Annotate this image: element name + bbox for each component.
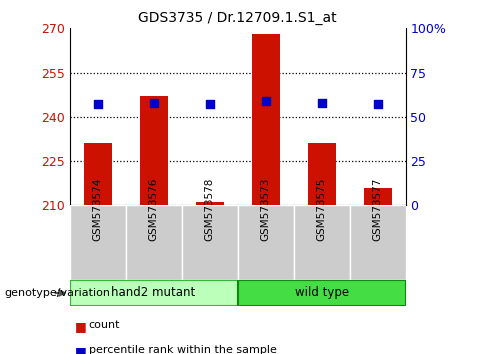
Text: GSM573575: GSM573575 [317,178,326,241]
Bar [70,280,238,306]
Bar [84,143,111,205]
Text: count: count [89,320,120,330]
Point [206,102,214,107]
Bar [238,280,406,306]
Text: ■: ■ [74,320,86,333]
Bar [70,205,126,280]
Point [94,102,101,107]
Bar [140,96,168,205]
Text: GSM573574: GSM573574 [93,178,103,241]
Text: ■: ■ [74,345,86,354]
Bar [349,205,406,280]
Bar [196,202,224,205]
Point [318,100,325,105]
Bar [294,205,349,280]
Text: genotype/variation: genotype/variation [5,288,111,298]
Bar [181,205,238,280]
Text: GSM573578: GSM573578 [204,178,215,241]
Bar [364,188,392,205]
Point [262,98,269,104]
Title: GDS3735 / Dr.12709.1.S1_at: GDS3735 / Dr.12709.1.S1_at [138,11,337,24]
Bar [252,34,279,205]
Text: percentile rank within the sample: percentile rank within the sample [89,345,276,354]
Point [150,100,157,105]
Text: wild type: wild type [295,286,348,299]
Bar [238,205,294,280]
Text: hand2 mutant: hand2 mutant [111,286,196,299]
Bar [126,205,181,280]
Text: GSM573577: GSM573577 [372,178,383,241]
Text: GSM573576: GSM573576 [149,178,158,241]
Text: GSM573573: GSM573573 [261,178,271,241]
Bar [308,143,336,205]
Point [374,101,382,107]
